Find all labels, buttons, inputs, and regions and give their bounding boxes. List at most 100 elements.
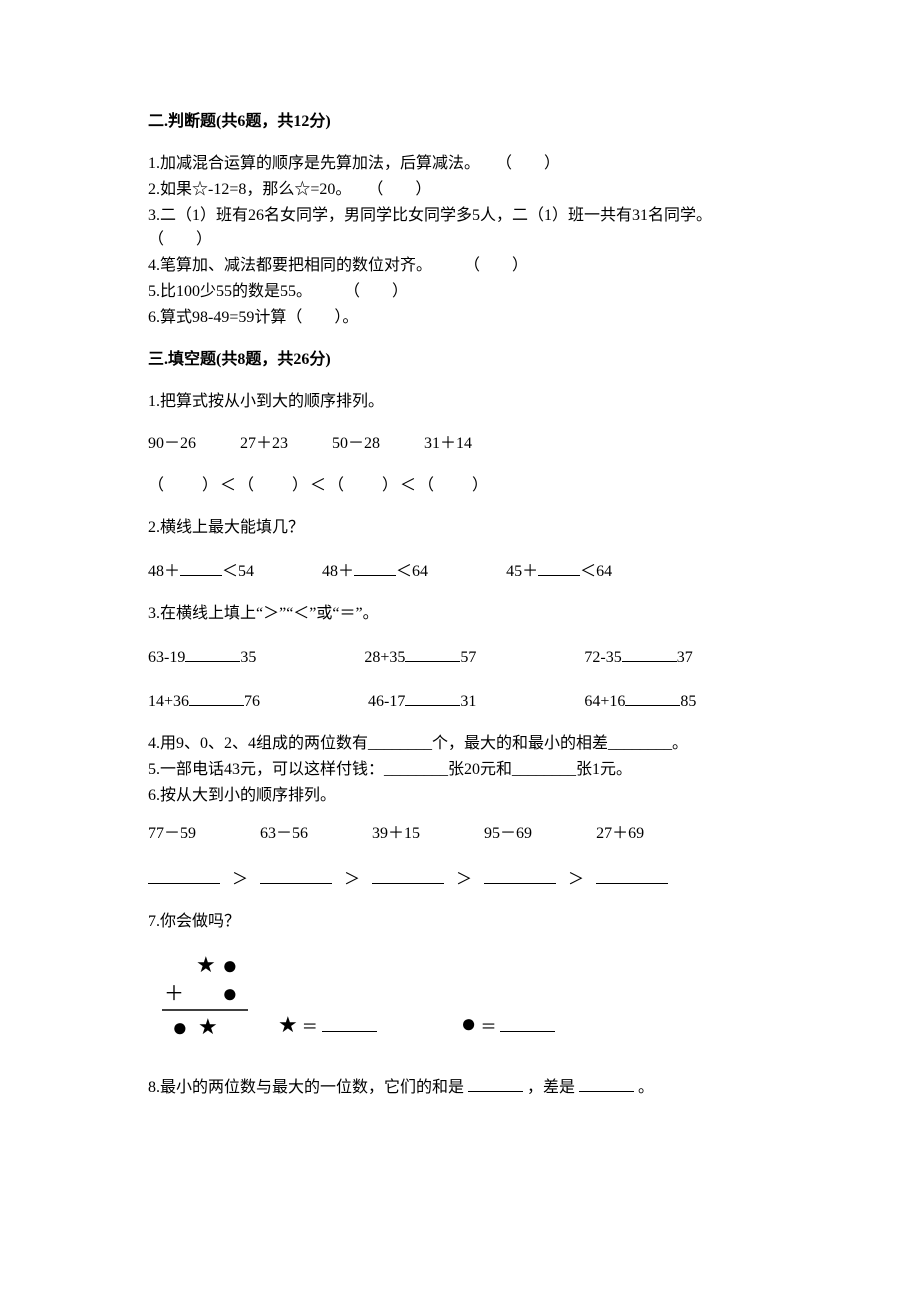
s3-q8: 8.最小的两位数与最大的一位数，它们的和是 ，差是 。	[148, 1074, 772, 1100]
s2-item-6: 6.算式98-49=59计算（ ）。	[148, 306, 772, 330]
q7-prompt: 7.你会做吗？	[148, 910, 772, 934]
q1-expr-1: 90－26	[148, 432, 196, 456]
blank	[260, 866, 332, 884]
lhs: 63-19	[148, 646, 185, 670]
gt: ＞	[344, 871, 360, 888]
s3-q3: 3.在横线上填上“＞”“＜”或“＝”。 63-19 35 28+35 57 72-3…	[148, 602, 772, 714]
q3-r1-1: 63-19 35	[148, 644, 256, 670]
q2-part-3: 45＋ ＜64	[506, 558, 612, 584]
blank	[148, 866, 220, 884]
s2-item-5: 5.比100少55的数是55。 （ ）	[148, 280, 772, 304]
lhs: 14+36	[148, 690, 189, 714]
svg-text:＋: ＋	[164, 983, 184, 1005]
q6-e1: 77－59	[148, 822, 196, 846]
q8-mid: ，差是	[527, 1079, 575, 1096]
section-3-title: 三.填空题(共8题，共26分)	[148, 348, 772, 372]
blank	[405, 688, 460, 706]
blank	[596, 866, 668, 884]
s3-q2: 2.横线上最大能填几？ 48＋ ＜54 48＋ ＜64 45＋ ＜64	[148, 516, 772, 584]
lhs: 72-35	[584, 646, 621, 670]
rhs: 85	[680, 690, 696, 714]
rhs: 76	[244, 690, 260, 714]
q3-r1-2: 28+35 57	[364, 644, 476, 670]
q1-expr-4: 31＋14	[424, 432, 472, 456]
s2-item-4: 4.笔算加、减法都要把相同的数位对齐。 （ ）	[148, 254, 772, 278]
blank	[180, 558, 222, 576]
section-2-items: 1.加减混合运算的顺序是先算加法，后算减法。 （ ） 2.如果☆-12=8，那么…	[148, 152, 772, 330]
lhs: 64+16	[584, 690, 625, 714]
s2-item-2: 2.如果☆-12=8，那么☆=20。 （ ）	[148, 178, 772, 202]
q6-e3: 39＋15	[372, 822, 420, 846]
blank	[538, 558, 580, 576]
svg-text:●: ●	[222, 979, 238, 1008]
eq-sign: ＝	[480, 1019, 496, 1036]
q1-exprs: 90－26 27＋23 50－28 31＋14	[148, 432, 772, 456]
q2-part-1: 48＋ ＜54	[148, 558, 254, 584]
blank	[354, 558, 396, 576]
q3-r2-1: 14+36 76	[148, 688, 260, 714]
eq-sign: ＝	[302, 1019, 318, 1036]
dot-icon: ●	[461, 1009, 477, 1038]
lhs: 28+35	[364, 646, 405, 670]
q2-p2-post: ＜64	[396, 560, 428, 584]
svg-text:●: ●	[172, 1013, 188, 1042]
q2-p3-pre: 45＋	[506, 560, 538, 584]
q7-star-eq: ★ ＝	[278, 1014, 377, 1040]
blank	[372, 866, 444, 884]
q1-answer-row: （ ）＜（ ）＜（ ）＜（ ）	[148, 474, 772, 498]
q3-r1-3: 72-35 37	[584, 644, 692, 670]
blank	[468, 1074, 523, 1092]
rhs: 31	[460, 690, 476, 714]
q3-r2-2: 46-17 31	[368, 688, 476, 714]
q1-expr-2: 27＋23	[240, 432, 288, 456]
lhs: 46-17	[368, 690, 405, 714]
gt: ＞	[568, 871, 584, 888]
s3-q6: 77－59 63－56 39＋15 95－69 27＋69 ＞ ＞ ＞ ＞	[148, 822, 772, 892]
rhs: 57	[460, 646, 476, 670]
q3-row1: 63-19 35 28+35 57 72-35 37	[148, 644, 772, 670]
q2-p2-pre: 48＋	[322, 560, 354, 584]
q6-answer-row: ＞ ＞ ＞ ＞	[148, 866, 772, 892]
svg-text:●: ●	[222, 951, 238, 980]
gt: ＞	[232, 871, 248, 888]
svg-text:★: ★	[198, 1014, 218, 1039]
blank	[322, 1014, 377, 1032]
s2-item-3: 3.二（1）班有26名女同学，男同学比女同学多5人，二（1）班一共有31名同学。…	[148, 204, 772, 252]
blank	[622, 644, 677, 662]
svg-text:★: ★	[196, 952, 216, 977]
blank	[579, 1074, 634, 1092]
blank	[484, 866, 556, 884]
q3-r2-3: 64+16 85	[584, 688, 696, 714]
q7-dot-eq: ● ＝	[461, 1011, 556, 1040]
q3-prompt: 3.在横线上填上“＞”“＜”或“＝”。	[148, 602, 772, 626]
s2-item-1: 1.加减混合运算的顺序是先算加法，后算减法。 （ ）	[148, 152, 772, 176]
q2-parts: 48＋ ＜54 48＋ ＜64 45＋ ＜64	[148, 558, 772, 584]
blank	[500, 1014, 555, 1032]
q8-post: 。	[638, 1079, 654, 1096]
rhs: 37	[677, 646, 693, 670]
q7-addition-image: ★ ● ＋ ● ● ★	[148, 950, 258, 1050]
rhs: 35	[240, 646, 256, 670]
q2-part-2: 48＋ ＜64	[322, 558, 428, 584]
q6-e5: 27＋69	[596, 822, 644, 846]
blank	[189, 688, 244, 706]
s3-q4: 4.用9、0、2、4组成的两位数有________个，最大的和最小的相差____…	[148, 732, 772, 756]
q6-e2: 63－56	[260, 822, 308, 846]
s3-q1: 1.把算式按从小到大的顺序排列。 90－26 27＋23 50－28 31＋14…	[148, 390, 772, 498]
q2-p1-pre: 48＋	[148, 560, 180, 584]
star-icon: ★	[278, 1012, 298, 1037]
section-2-title: 二.判断题(共6题，共12分)	[148, 110, 772, 134]
q2-p1-post: ＜54	[222, 560, 254, 584]
q1-prompt: 1.把算式按从小到大的顺序排列。	[148, 390, 772, 414]
q2-p3-post: ＜64	[580, 560, 612, 584]
gt: ＞	[456, 871, 472, 888]
blank	[405, 644, 460, 662]
q8-pre: 8.最小的两位数与最大的一位数，它们的和是	[148, 1079, 464, 1096]
q2-prompt: 2.横线上最大能填几？	[148, 516, 772, 540]
q6-prompt: 6.按从大到小的顺序排列。	[148, 784, 772, 808]
q6-e4: 95－69	[484, 822, 532, 846]
s3-q5: 5.一部电话43元，可以这样付钱：________张20元和________张1…	[148, 758, 772, 782]
blank	[625, 688, 680, 706]
q6-exprs: 77－59 63－56 39＋15 95－69 27＋69	[148, 822, 772, 846]
q1-expr-3: 50－28	[332, 432, 380, 456]
